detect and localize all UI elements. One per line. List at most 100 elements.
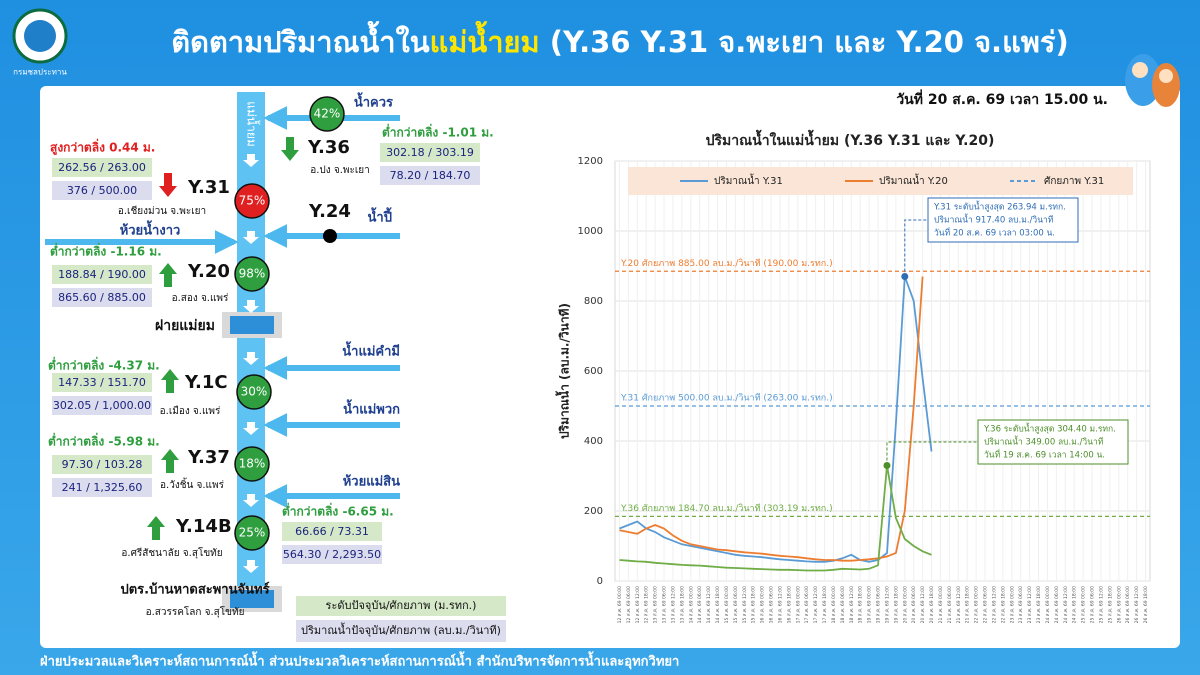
- x-tick-label: 22 ส.ค. 69 00:00: [974, 586, 980, 623]
- annotation-text: ปริมาณน้ำ 349.00 ลบ.ม./วินาที: [984, 436, 1104, 448]
- flow-box: [282, 545, 382, 564]
- station-status: ต่ำกว่าตลิ่ง -1.16 ม.: [50, 243, 162, 259]
- trend-arrow: [159, 173, 177, 197]
- x-tick-label: 22 ส.ค. 69 06:00: [983, 586, 989, 623]
- x-tick-label: 16 ส.ค. 69 06:00: [769, 586, 775, 623]
- y-tick-label: 200: [584, 506, 603, 517]
- x-tick-label: 13 ส.ค. 69 12:00: [670, 586, 676, 623]
- y-tick-label: 600: [584, 366, 603, 377]
- gate-label: ปตร.บ้านหาดสะพานจันทร์: [120, 582, 269, 598]
- x-tick-label: 25 ส.ค. 69 06:00: [1090, 586, 1096, 623]
- logo-inner: [24, 20, 56, 52]
- level-box: [52, 265, 152, 284]
- legend-label: ปริมาณน้ำ Y.20: [879, 173, 948, 187]
- station-percent: 75%: [239, 194, 266, 208]
- station-name: Y.14B: [175, 516, 232, 537]
- flow-arrow: [243, 494, 259, 507]
- station-level: 97.30 / 103.28: [62, 458, 143, 471]
- trend-arrow: [161, 369, 179, 393]
- x-tick-label: 17 ส.ค. 69 12:00: [813, 586, 819, 623]
- station-circle: [234, 446, 270, 482]
- level-box: [52, 158, 152, 177]
- x-tick-label: 23 ส.ค. 69 06:00: [1018, 586, 1024, 623]
- station-location: อ.เมือง จ.แพร่: [160, 405, 221, 417]
- station-name: Y.36: [307, 137, 350, 158]
- chart-title: ปริมาณน้ำในแม่น้ำยม (Y.36 Y.31 และ Y.20): [706, 129, 995, 149]
- tributary-label: น้ำแม่พวก: [343, 399, 400, 418]
- station-circle: [234, 256, 270, 292]
- station-status: ต่ำกว่าตลิ่ง -1.01 ม.: [382, 124, 494, 140]
- x-tick-label: 21 ส.ค. 69 18:00: [965, 586, 971, 623]
- station-percent: 42%: [314, 107, 341, 121]
- x-tick-label: 26 ส.ค. 69 00:00: [1116, 586, 1122, 623]
- x-tick-label: 19 ส.ค. 69 12:00: [884, 586, 890, 623]
- y-axis-label: ปริมาณน้ำ (ลบ.ม./วินาที): [555, 303, 572, 439]
- legend-level: ระดับปัจจุบัน/ศักยภาพ (ม.รทก.): [326, 599, 477, 612]
- station-level: 66.66 / 73.31: [295, 525, 369, 538]
- mascot: [1125, 54, 1180, 107]
- level-box: [52, 455, 152, 474]
- x-tick-label: 25 ส.ค. 69 18:00: [1107, 586, 1113, 623]
- station-flow: 78.20 / 184.70: [390, 169, 471, 182]
- x-tick-label: 22 ส.ค. 69 12:00: [991, 586, 997, 623]
- tributary-label: น้ำปี้: [368, 207, 392, 226]
- gate-location: อ.สวรรคโลก จ.สุโขทัย: [146, 605, 245, 618]
- station-flow: 302.05 / 1,000.00: [53, 399, 151, 412]
- station-name: Y.37: [187, 447, 230, 468]
- x-tick-label: 12 ส.ค. 69 00:00: [617, 586, 623, 623]
- legend-label: ศักยภาพ Y.31: [1044, 176, 1104, 187]
- x-tick-label: 16 ส.ค. 69 18:00: [786, 586, 792, 623]
- legend-flow-box: [296, 620, 506, 642]
- annotation-text: ปริมาณน้ำ 917.40 ลบ.ม./วินาที: [934, 214, 1054, 226]
- reference-label: Y.20 ศักยภาพ 885.00 ลบ.ม./วินาที (190.00…: [620, 258, 833, 269]
- flow-arrow: [243, 352, 259, 365]
- station-status: สูงกว่าตลิ่ง 0.44 ม.: [50, 139, 155, 156]
- annotation-point: [883, 462, 891, 469]
- x-tick-label: 26 ส.ค. 69 12:00: [1134, 586, 1140, 623]
- station-percent: 18%: [239, 457, 266, 471]
- station-level: 188.84 / 190.00: [58, 268, 146, 281]
- x-tick-label: 14 ส.ค. 69 12:00: [706, 586, 712, 623]
- annotation-text: Y.36 ระดับน้ำสูงสุด 304.40 ม.รทก.: [983, 423, 1116, 435]
- flow-box: [52, 288, 152, 307]
- annotation-point: [901, 273, 909, 280]
- x-tick-label: 20 ส.ค. 69 06:00: [911, 586, 917, 623]
- trend-arrow: [159, 263, 177, 287]
- y-tick-label: 0: [597, 576, 603, 587]
- x-tick-label: 25 ส.ค. 69 12:00: [1098, 586, 1104, 623]
- legend-label: ปริมาณน้ำ Y.31: [714, 173, 783, 187]
- legend-level-box: [296, 596, 506, 616]
- station-name: Y.31: [187, 177, 230, 198]
- x-tick-label: 23 ส.ค. 69 18:00: [1036, 586, 1042, 623]
- station-location: อ.สอง จ.แพร่: [172, 293, 229, 304]
- annotation-box: [977, 419, 1129, 465]
- x-tick-label: 21 ส.ค. 69 00:00: [938, 586, 944, 623]
- x-tick-label: 21 ส.ค. 69 06:00: [947, 586, 953, 623]
- station-flow: 376 / 500.00: [67, 184, 137, 197]
- station-circle: [234, 515, 270, 551]
- x-tick-label: 23 ส.ค. 69 12:00: [1027, 586, 1033, 623]
- x-tick-label: 15 ส.ค. 69 00:00: [724, 586, 730, 623]
- station-percent: 25%: [239, 526, 266, 540]
- annotation-connector: [904, 219, 928, 277]
- x-tick-label: 12 ส.ค. 69 18:00: [644, 586, 650, 623]
- station-name: Y.20: [187, 261, 230, 282]
- tributary-label: ห้วยน้ำงาว: [120, 220, 181, 239]
- x-tick-label: 22 ส.ค. 69 18:00: [1000, 586, 1006, 623]
- x-tick-label: 17 ส.ค. 69 06:00: [804, 586, 810, 623]
- station-name: Y.1C: [184, 372, 228, 393]
- station-percent: 30%: [241, 385, 268, 399]
- river-label: แม่น้ำยม: [245, 101, 261, 147]
- x-tick-label: 18 ส.ค. 69 12:00: [849, 586, 855, 623]
- x-tick-label: 20 ส.ค. 69 18:00: [929, 586, 935, 623]
- tributary-label: น้ำแม่คำมี: [342, 341, 400, 360]
- x-tick-label: 17 ส.ค. 69 00:00: [795, 586, 801, 623]
- title-part: ติดตามปริมาณน้ำใน: [171, 20, 429, 59]
- station-flow: 865.60 / 885.00: [58, 291, 146, 304]
- tributary-label: ห้วยแม่สิน: [343, 474, 400, 490]
- x-tick-label: 15 ส.ค. 69 18:00: [751, 586, 757, 623]
- annotation-text: Y.31 ระดับน้ำสูงสุด 263.94 ม.รทก.: [933, 201, 1066, 213]
- station-circle: [234, 183, 270, 219]
- x-tick-label: 20 ส.ค. 69 12:00: [920, 586, 926, 623]
